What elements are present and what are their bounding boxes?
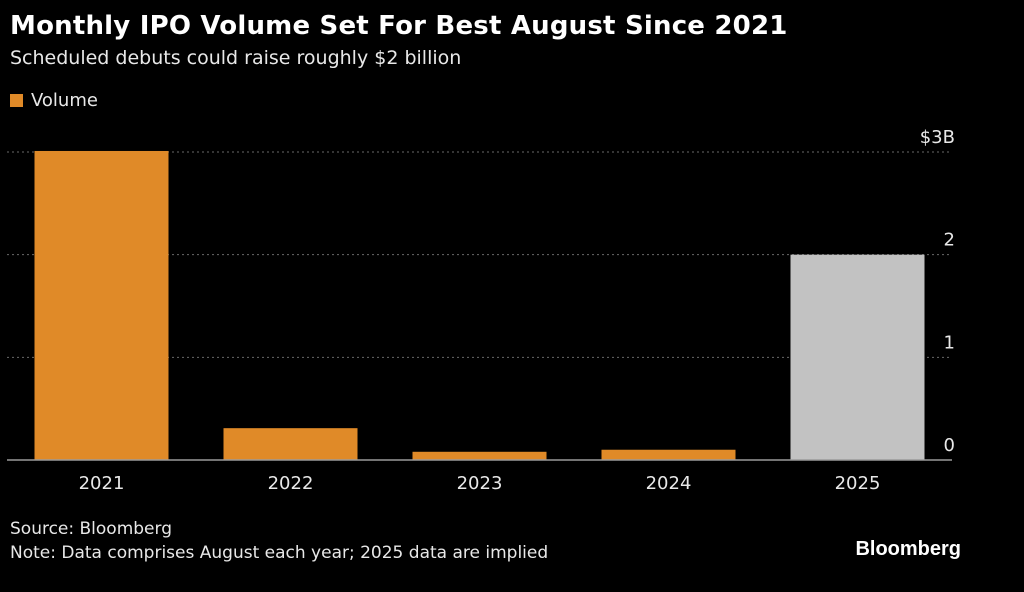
y-tick-label: 2 [944, 230, 955, 251]
data-note: Note: Data comprises August each year; 2… [10, 543, 549, 563]
chart-footer: Source: Bloomberg Note: Data comprises A… [10, 517, 548, 565]
legend: Volume [10, 90, 98, 111]
bar [790, 254, 925, 460]
x-tick-label: 2022 [268, 473, 314, 494]
y-tick-label: 0 [944, 435, 955, 456]
x-tick-label: 2025 [835, 473, 881, 494]
bar [601, 449, 736, 460]
bar [34, 150, 169, 460]
source-note: Source: Bloomberg [10, 519, 172, 539]
legend-swatch-volume [10, 94, 23, 107]
legend-label-volume: Volume [31, 90, 98, 111]
x-tick-label: 2021 [79, 473, 125, 494]
chart-subtitle: Scheduled debuts could raise roughly $2 … [10, 47, 462, 69]
bar [223, 428, 358, 460]
bloomberg-logo: Bloomberg [855, 538, 961, 560]
x-tick-label: 2023 [457, 473, 503, 494]
x-tick-label: 2024 [646, 473, 692, 494]
bar [412, 451, 547, 460]
y-tick-label: 1 [944, 332, 955, 353]
chart-title: Monthly IPO Volume Set For Best August S… [10, 11, 788, 41]
y-tick-label: $3B [920, 127, 955, 148]
